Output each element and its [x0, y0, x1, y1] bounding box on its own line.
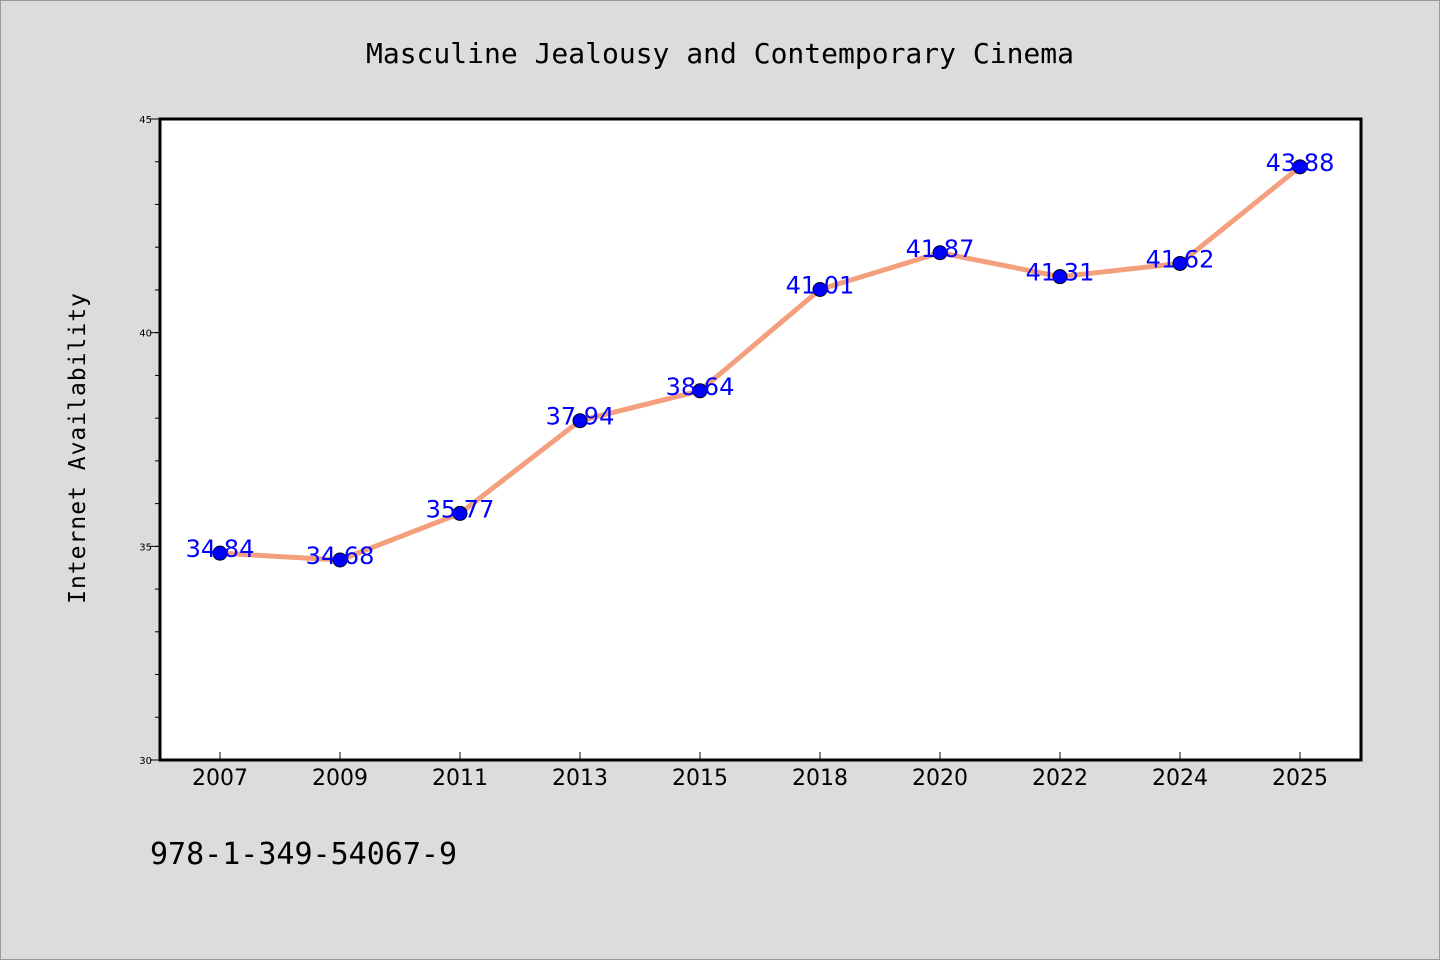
x-tick-label: 2011: [432, 766, 488, 791]
data-point: [812, 282, 828, 298]
data-label: 41.87: [906, 235, 975, 263]
y-tick-label: 40: [139, 329, 152, 340]
y-axis-label: Internet Availability: [65, 292, 91, 604]
isbn-text: 978-1-349-54067-9: [150, 837, 457, 872]
plot-area: [158, 117, 1363, 762]
data-point: [212, 545, 228, 561]
x-tick-label: 2022: [1032, 766, 1088, 791]
x-tick-label: 2015: [672, 766, 728, 791]
data-label: 34.84: [186, 535, 255, 563]
x-tick-label: 2018: [792, 766, 848, 791]
data-point: [332, 552, 348, 568]
data-label: 37.94: [546, 403, 615, 431]
x-tick-label: 2013: [552, 766, 608, 791]
series-markers: [212, 159, 1308, 568]
x-tick-label: 2025: [1272, 766, 1328, 791]
data-label: 38.64: [666, 373, 735, 401]
x-tick-label: 2020: [912, 766, 968, 791]
data-label: 41.31: [1026, 259, 1095, 287]
data-point: [1172, 255, 1188, 271]
data-point: [1052, 269, 1068, 285]
data-label: 43.88: [1266, 149, 1335, 177]
x-axis-ticks: 2007 2009 2011 2013 2015 2018 2020 2022 2024 2025: [192, 752, 1328, 791]
chart-title: Masculine Jealousy and Contemporary Cine…: [366, 37, 1074, 70]
data-label: 35.77: [426, 495, 495, 523]
x-tick-label: 2009: [312, 766, 368, 791]
series-line: [219, 164, 1302, 563]
data-label: 41.62: [1146, 245, 1215, 273]
y-axis-ticks: 30 35 40 45: [139, 115, 160, 767]
data-label: 34.68: [306, 542, 375, 570]
data-point: [692, 383, 708, 399]
data-point: [932, 245, 948, 261]
data-point: [452, 505, 468, 521]
data-point: [1292, 159, 1308, 175]
x-tick-label: 2024: [1152, 766, 1208, 791]
data-point: [572, 413, 588, 429]
x-tick-label: 2007: [192, 766, 248, 791]
y-tick-label: 30: [139, 756, 152, 767]
data-labels: 34.84 34.68 35.77 37.94 38.64 41.01 41.87 41.31…: [186, 149, 1335, 570]
y-tick-label: 35: [139, 542, 152, 553]
y-tick-label: 45: [139, 115, 152, 126]
data-label: 41.01: [786, 272, 855, 300]
